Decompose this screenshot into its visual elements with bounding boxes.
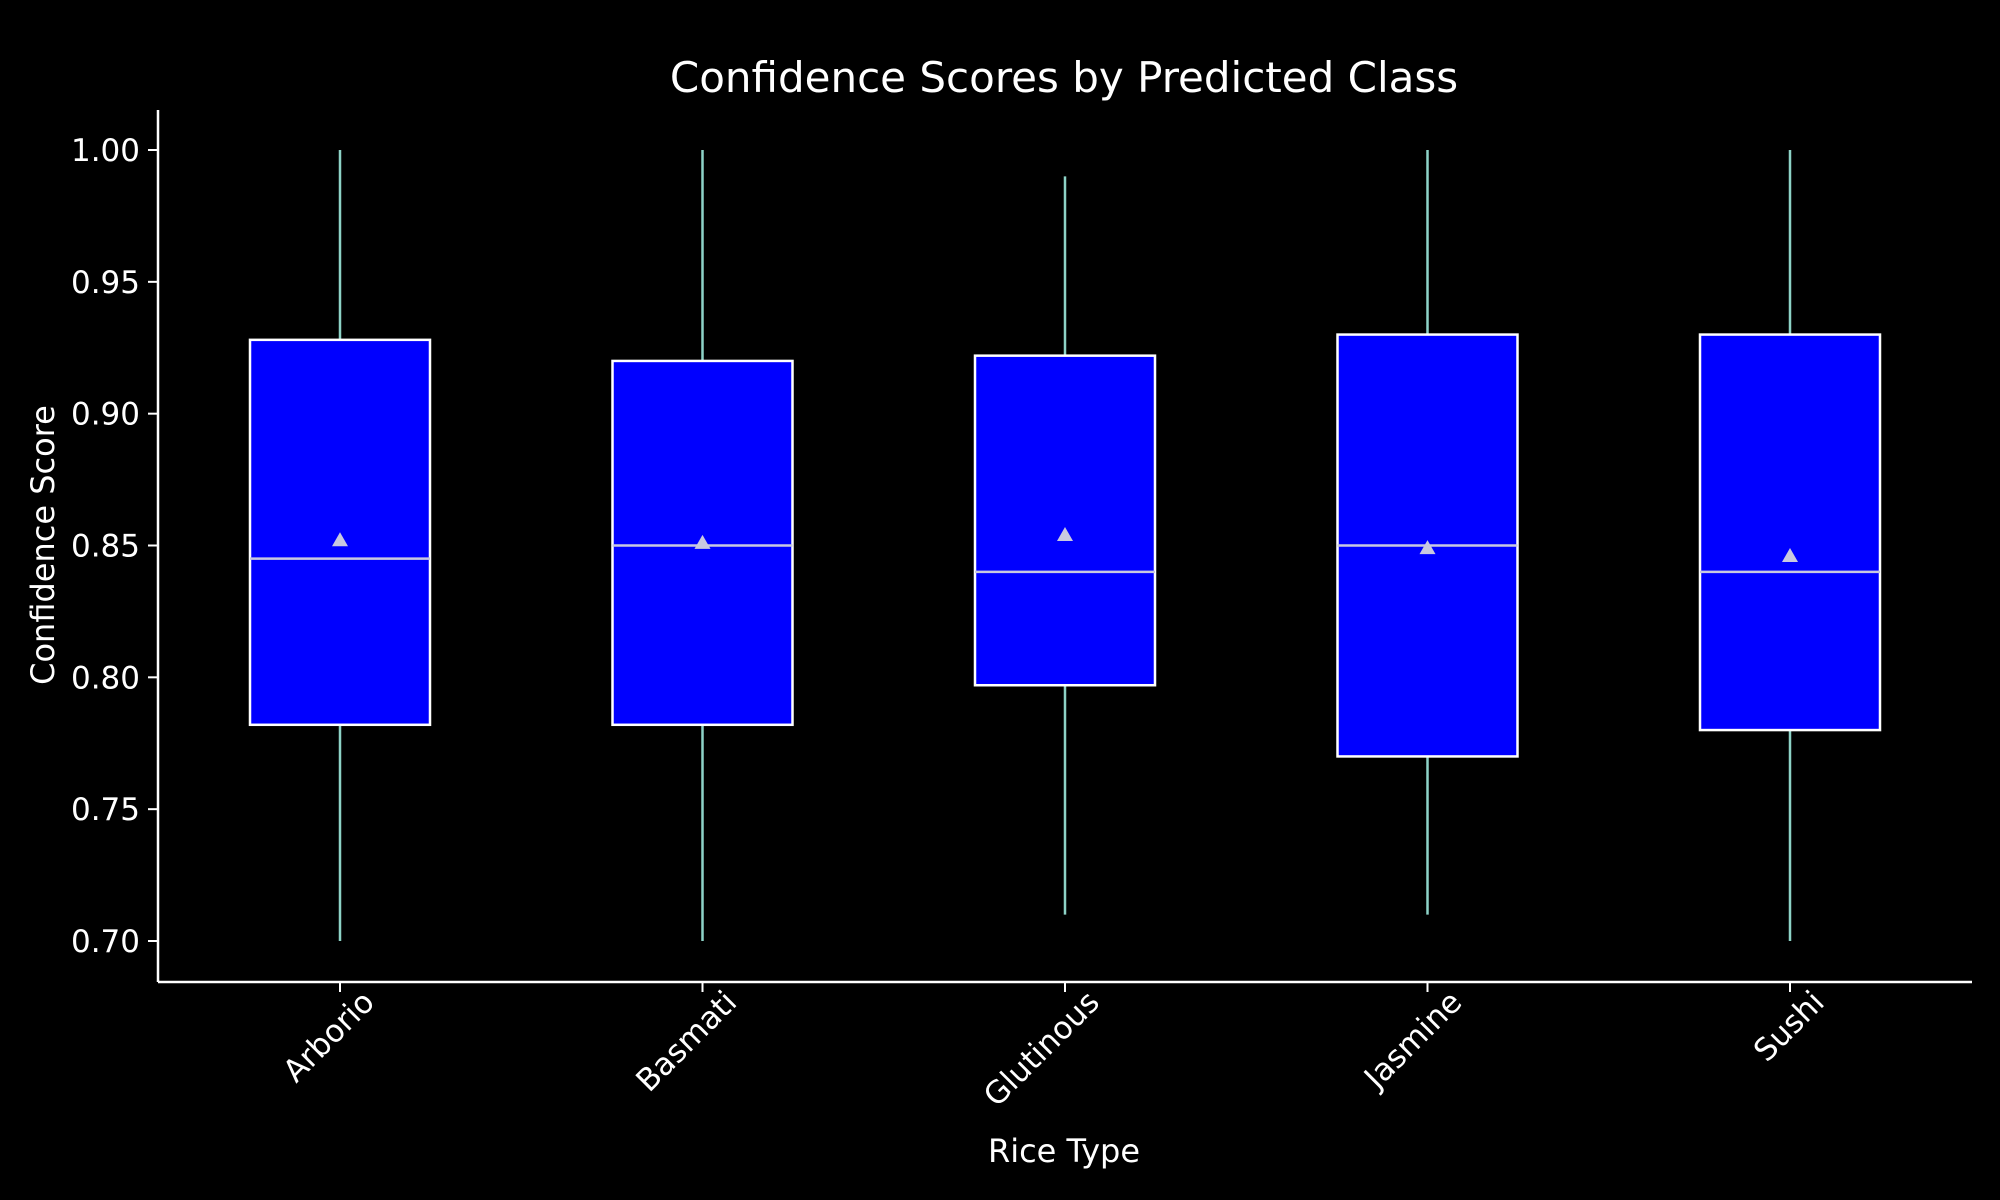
y-tick-label: 0.85	[71, 529, 140, 565]
mean-marker	[1057, 526, 1073, 541]
y-tick-label: 0.90	[71, 397, 140, 433]
y-tick-label: 1.00	[71, 133, 140, 169]
iqr-box	[1698, 333, 1882, 732]
y-axis-label: Confidence Score	[24, 405, 62, 685]
box-glutinous	[973, 176, 1157, 915]
mean-marker	[332, 532, 348, 547]
mean-marker	[694, 534, 711, 549]
box-jasmine	[1336, 150, 1519, 915]
box-sushi	[1698, 150, 1882, 941]
y-tick-label: 0.95	[71, 265, 140, 301]
iqr-box	[973, 354, 1157, 687]
mean-marker	[1419, 540, 1436, 555]
box-arborio	[248, 150, 432, 941]
iqr-box	[611, 359, 794, 727]
y-tick-label: 0.80	[71, 660, 140, 696]
chart-title: Confidence Scores by Predicted Class	[670, 53, 1458, 102]
y-tick-label: 0.70	[71, 924, 140, 960]
box-basmati	[611, 150, 794, 941]
x-axis-label: Rice Type	[988, 1132, 1140, 1170]
y-tick-label: 0.75	[71, 792, 140, 828]
mean-marker	[1782, 548, 1798, 563]
